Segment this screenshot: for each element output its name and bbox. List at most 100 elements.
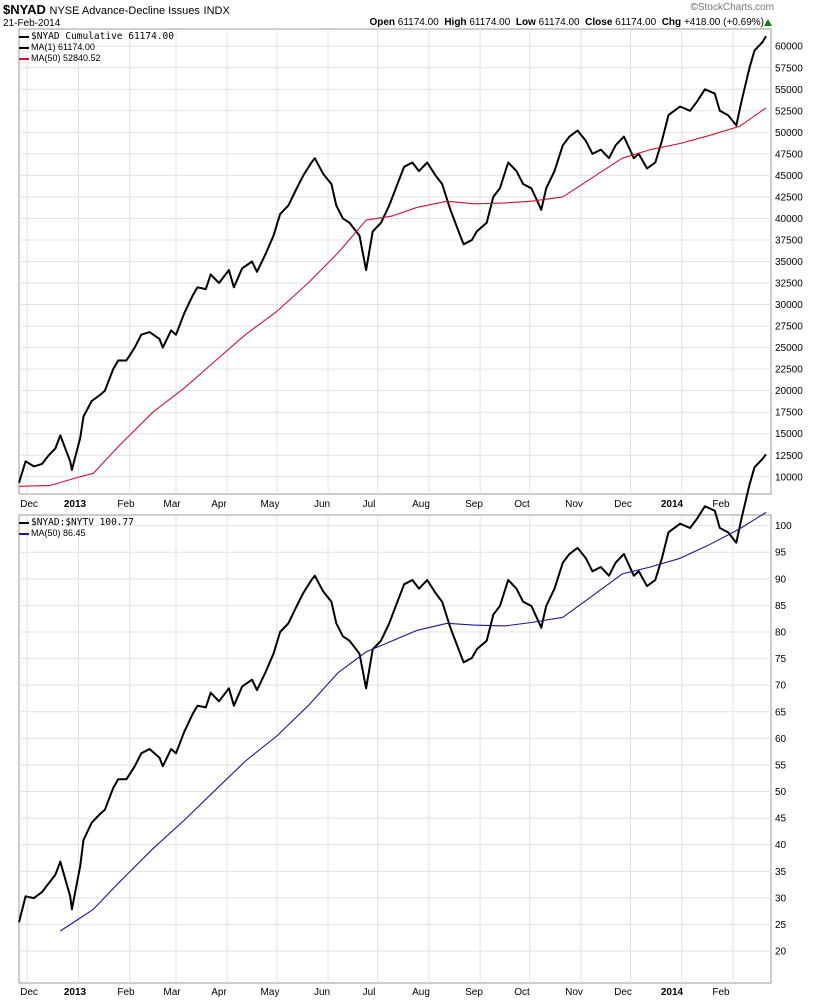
y-tick-label: 60000	[775, 42, 803, 53]
series-line-ma50	[59, 511, 767, 932]
y-tick-label: 95	[775, 548, 787, 559]
x-tick-label: Feb	[117, 987, 135, 998]
x-tick-label: Feb	[712, 499, 730, 510]
series-line-ma50	[18, 107, 767, 487]
legend-label: MA(50) 86.45	[31, 528, 86, 538]
close-label: Close	[585, 17, 613, 28]
x-tick-label: Aug	[412, 499, 430, 510]
y-tick-label: 35000	[775, 257, 803, 268]
y-tick-label: 70	[775, 681, 787, 692]
y-tick-label: 12500	[775, 451, 803, 462]
symbol-description: NYSE Advance-Decline Issues	[49, 5, 200, 17]
x-tick-label: Mar	[163, 987, 181, 998]
y-tick-label: 15000	[775, 429, 803, 440]
legend-label: MA(1) 61174.00	[31, 42, 95, 52]
x-tick-label: Dec	[20, 987, 38, 998]
x-tick-label: Jul	[363, 987, 376, 998]
x-tick-label: Feb	[117, 499, 135, 510]
y-tick-label: 40	[775, 840, 787, 851]
chg-label: Chg	[661, 17, 682, 28]
y-tick-label: 35	[775, 867, 787, 878]
y-tick-label: 57500	[775, 63, 803, 74]
legend-entry: $NYAD Cumulative 61174.00	[19, 31, 174, 42]
low-value: 61174.00	[538, 17, 580, 28]
low-label: Low	[515, 17, 536, 28]
chart-date: 21-Feb-2014	[3, 18, 61, 29]
x-tick-label: Dec	[614, 987, 632, 998]
legend-label: MA(50) 52840.52	[31, 53, 101, 63]
x-tick-label: Jun	[314, 987, 330, 998]
y-tick-label: 55	[775, 760, 787, 771]
stockcharts-logo: ©StockCharts.com	[690, 2, 774, 13]
x-tick-label: 2014	[661, 987, 684, 998]
legend-entry: $NYAD:$NYTV 100.77	[19, 517, 134, 528]
x-tick-label: Nov	[565, 987, 583, 998]
x-tick-label: 2013	[64, 987, 87, 998]
x-tick-label: 2013	[64, 499, 87, 510]
legend-swatch	[19, 532, 29, 535]
y-tick-label: 37500	[775, 235, 803, 246]
y-tick-label: 10000	[775, 472, 803, 483]
y-tick-label: 90	[775, 574, 787, 585]
y-tick-label: 50	[775, 787, 787, 798]
x-tick-label: Apr	[211, 987, 227, 998]
x-tick-label: 2014	[661, 499, 684, 510]
y-tick-label: 25000	[775, 343, 803, 354]
legend-swatch	[19, 46, 29, 49]
y-tick-label: 32500	[775, 279, 803, 290]
x-tick-label: Aug	[412, 987, 430, 998]
x-tick-label: Oct	[514, 987, 530, 998]
exchange-label: INDX	[203, 5, 230, 17]
x-tick-label: Sep	[465, 499, 483, 510]
chg-value: +418.00 (+0.69%)	[683, 17, 764, 28]
legend-entry: MA(50) 86.45	[19, 528, 134, 539]
y-tick-label: 80	[775, 628, 787, 639]
x-tick-label: Sep	[465, 987, 483, 998]
y-tick-label: 75	[775, 654, 787, 665]
y-tick-label: 17500	[775, 408, 803, 419]
symbol-label: $NYAD	[3, 2, 46, 17]
plot-area	[18, 514, 772, 984]
series-line-main	[18, 453, 767, 923]
x-tick-label: Mar	[163, 499, 181, 510]
legend-label: $NYAD:$NYTV 100.77	[31, 517, 134, 528]
high-value: 61174.00	[469, 17, 511, 28]
y-tick-label: 20	[775, 947, 787, 958]
x-tick-label: Jun	[314, 499, 330, 510]
legend-swatch	[19, 521, 29, 524]
y-tick-label: 85	[775, 601, 787, 612]
y-tick-label: 30000	[775, 300, 803, 311]
legend-entry: MA(50) 52840.52	[19, 53, 174, 64]
y-tick-label: 30	[775, 893, 787, 904]
x-tick-label: Apr	[211, 499, 227, 510]
legend-entry: MA(1) 61174.00	[19, 42, 174, 53]
open-label: Open	[369, 17, 395, 28]
y-tick-label: 22500	[775, 365, 803, 376]
x-tick-label: Dec	[20, 499, 38, 510]
logo-text: StockCharts.com	[697, 2, 774, 13]
x-tick-label: May	[261, 987, 280, 998]
x-tick-label: Dec	[614, 499, 632, 510]
x-tick-label: Jul	[363, 499, 376, 510]
x-tick-label: Nov	[565, 499, 583, 510]
ratio-legend: $NYAD:$NYTV 100.77 MA(50) 86.45	[19, 517, 134, 539]
y-tick-label: 100	[775, 521, 792, 532]
x-tick-label: Oct	[514, 499, 530, 510]
close-value: 61174.00	[615, 17, 657, 28]
price-legend: $NYAD Cumulative 61174.00 MA(1) 61174.00…	[19, 31, 174, 64]
y-tick-label: 65	[775, 707, 787, 718]
ohlc-readout: Open 61174.00 High 61174.00 Low 61174.00…	[369, 17, 764, 28]
up-arrow-icon	[764, 19, 772, 26]
price-panel: 10000 12500 15000 17500 20000 22500 25000 27500…	[18, 28, 803, 510]
chart-title: $NYAD NYSE Advance-Decline Issues INDX	[3, 2, 230, 17]
x-tick-label: Feb	[712, 987, 730, 998]
legend-label: $NYAD Cumulative 61174.00	[31, 31, 174, 42]
y-tick-label: 47500	[775, 149, 803, 160]
y-tick-label: 40000	[775, 214, 803, 225]
y-tick-label: 52500	[775, 106, 803, 117]
y-tick-label: 45	[775, 814, 787, 825]
y-tick-label: 55000	[775, 85, 803, 96]
y-tick-label: 20000	[775, 386, 803, 397]
x-tick-label: May	[261, 499, 280, 510]
